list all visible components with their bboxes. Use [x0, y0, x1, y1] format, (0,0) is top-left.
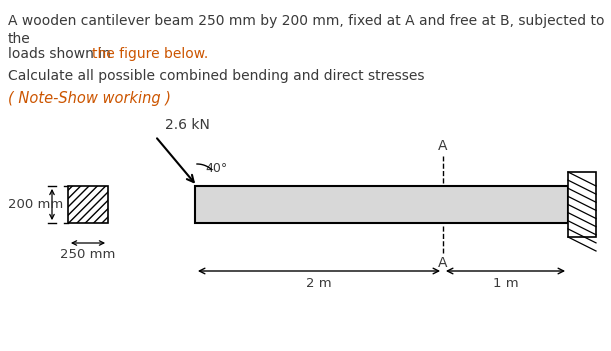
Text: Calculate all possible combined bending and direct stresses: Calculate all possible combined bending … — [8, 69, 425, 83]
Bar — [568, 172, 596, 237]
Text: 2 m: 2 m — [306, 277, 332, 290]
Text: loads shown in: loads shown in — [8, 47, 115, 61]
Text: ( Note-Show working ): ( Note-Show working ) — [8, 91, 171, 106]
Bar — [195, 186, 568, 223]
Text: 200 mm: 200 mm — [8, 198, 64, 211]
Text: A: A — [438, 139, 448, 153]
Text: the figure below.: the figure below. — [92, 47, 208, 61]
Text: 40°: 40° — [205, 163, 227, 176]
Text: 2.6 kN: 2.6 kN — [165, 118, 210, 132]
Bar — [68, 186, 108, 223]
Text: 1 m: 1 m — [492, 277, 518, 290]
Text: the: the — [8, 32, 31, 46]
Text: A wooden cantilever beam 250 mm by 200 mm, fixed at A and free at B, subjected t: A wooden cantilever beam 250 mm by 200 m… — [8, 14, 604, 28]
Text: A: A — [438, 256, 448, 270]
Text: 250 mm: 250 mm — [60, 248, 115, 261]
